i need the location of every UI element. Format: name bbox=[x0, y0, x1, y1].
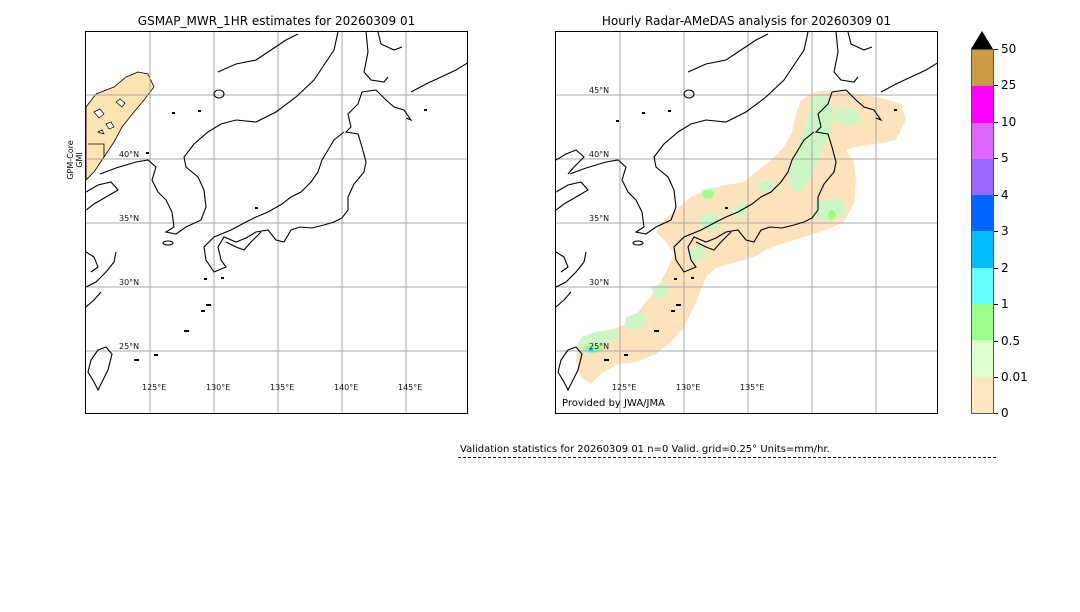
lat-label-45: 45°N bbox=[589, 86, 610, 95]
colorbar-label-3: 3 bbox=[1001, 224, 1009, 238]
lon-label-125: 125°E bbox=[142, 383, 167, 392]
colorbar-label-1: 1 bbox=[1001, 297, 1009, 311]
colorbar-bin-25-50 bbox=[972, 50, 993, 87]
colorbar-bin-4-5 bbox=[972, 158, 993, 196]
lat-label-30: 30°N bbox=[119, 278, 140, 287]
colorbar-label-0.5: 0.5 bbox=[1001, 334, 1021, 348]
sensor-label-line1: GPM-Core bbox=[66, 140, 75, 180]
colorbar-tick bbox=[994, 413, 998, 414]
lat-label-35: 35°N bbox=[589, 214, 610, 223]
left-map-title: GSMAP_MWR_1HR estimates for 20260309 01 bbox=[137, 14, 416, 28]
colorbar-tick bbox=[994, 122, 998, 123]
left-map: 40°N 35°N 30°N 25°N 125°E 130°E 135°E 14… bbox=[85, 31, 468, 414]
colorbar-tick bbox=[994, 195, 998, 196]
lon-label-130: 130°E bbox=[676, 383, 701, 392]
colorbar-bin-0.5-1 bbox=[972, 304, 993, 341]
right-map-title: Hourly Radar-AMeDAS analysis for 2026030… bbox=[601, 14, 892, 28]
sensor-label: GPM-Core GMI bbox=[66, 140, 84, 180]
colorbar-label-50: 50 bbox=[1001, 42, 1017, 56]
colorbar-tick bbox=[994, 341, 998, 342]
colorbar-label-2: 2 bbox=[1001, 261, 1009, 275]
lon-label-125: 125°E bbox=[612, 383, 637, 392]
colorbar-tick bbox=[994, 158, 998, 159]
colorbar-bin-3-4 bbox=[972, 195, 993, 232]
stats-divider bbox=[458, 457, 996, 458]
left-map-graphic bbox=[86, 32, 467, 413]
lon-label-140: 140°E bbox=[334, 383, 359, 392]
coastlines bbox=[86, 32, 467, 392]
colorbar bbox=[971, 49, 994, 414]
colorbar-label-0: 0 bbox=[1001, 406, 1009, 420]
lon-label-135: 135°E bbox=[270, 383, 295, 392]
colorbar-bin-0.01-0.5 bbox=[972, 340, 993, 377]
sensor-label-line2: GMI bbox=[75, 152, 84, 168]
colorbar-label-25: 25 bbox=[1001, 78, 1017, 92]
radar-coverage-area bbox=[576, 90, 906, 384]
lat-label-25: 25°N bbox=[119, 342, 140, 351]
colorbar-label-5: 5 bbox=[1001, 151, 1009, 165]
lon-label-145: 145°E bbox=[398, 383, 423, 392]
colorbar-tick bbox=[994, 377, 998, 378]
colorbar-tick bbox=[994, 49, 998, 50]
colorbar-label-10: 10 bbox=[1001, 115, 1017, 129]
lat-label-35: 35°N bbox=[119, 214, 140, 223]
colorbar-bin-1-2 bbox=[972, 267, 993, 305]
colorbar-tick bbox=[994, 304, 998, 305]
colorbar-bin-2-3 bbox=[972, 231, 993, 268]
lat-label-40: 40°N bbox=[589, 150, 610, 159]
lat-label-40: 40°N bbox=[119, 150, 140, 159]
colorbar-label-4: 4 bbox=[1001, 188, 1009, 202]
lat-label-25: 25°N bbox=[589, 342, 610, 351]
data-credit: Provided by JWA/JMA bbox=[562, 398, 665, 409]
colorbar-bin-0-0.01 bbox=[972, 376, 993, 413]
lon-label-135: 135°E bbox=[740, 383, 765, 392]
gsmap-precip-area bbox=[86, 71, 155, 181]
colorbar-bin-10-25 bbox=[972, 86, 993, 123]
colorbar-bin-5-10 bbox=[972, 122, 993, 159]
right-map: 45°N 40°N 35°N 30°N 25°N 125°E 130°E 135… bbox=[555, 31, 938, 414]
small-islands bbox=[604, 109, 897, 361]
lon-label-130: 130°E bbox=[206, 383, 231, 392]
coastlines bbox=[556, 32, 937, 392]
colorbar-tick bbox=[994, 85, 998, 86]
right-map-graphic bbox=[556, 32, 937, 413]
colorbar-tick bbox=[994, 268, 998, 269]
colorbar-extend-arrow bbox=[971, 31, 993, 49]
colorbar-label-0.01: 0.01 bbox=[1001, 370, 1028, 384]
small-islands bbox=[134, 109, 427, 361]
colorbar-tick bbox=[994, 231, 998, 232]
lat-label-30: 30°N bbox=[589, 278, 610, 287]
validation-statistics: Validation statistics for 20260309 01 n=… bbox=[460, 444, 830, 455]
